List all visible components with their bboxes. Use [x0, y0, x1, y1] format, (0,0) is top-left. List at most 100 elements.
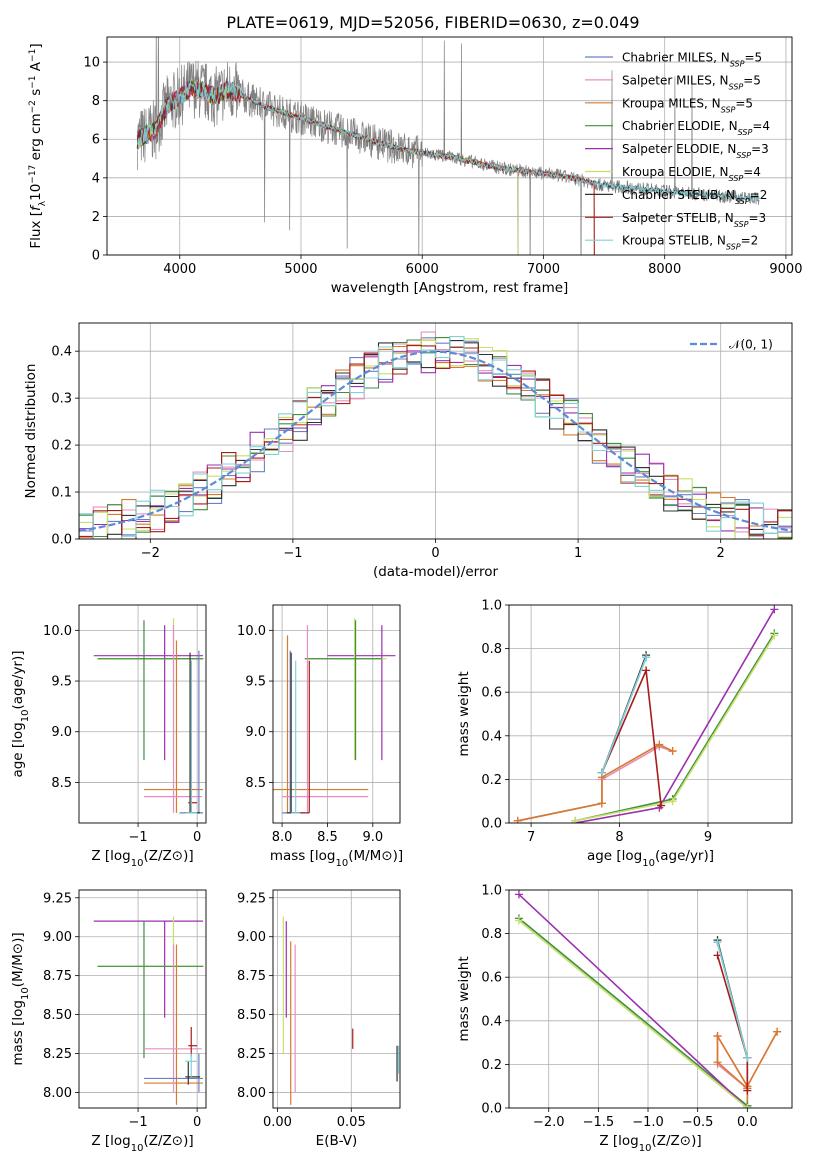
- y-tick-label: 0.1: [51, 486, 72, 501]
- age-weight-panel: 7 8 9 0.0 0.2 0.4 0.6 0.8 1.0 age [log10(age/yr)]…: [456, 599, 793, 869]
- weight-point-marker: [642, 666, 651, 675]
- gaussian-legend-label: 𝒩(0, 1): [729, 338, 773, 352]
- x-axis-label: age [log10(age/yr)]: [587, 848, 714, 869]
- weight-point-marker: [668, 797, 677, 806]
- y-tick-label: 8.25: [237, 1047, 266, 1062]
- x-tick-label: 9: [704, 830, 712, 845]
- residual-histogram: [79, 336, 792, 539]
- x-tick-label: −1: [283, 546, 302, 561]
- x-tick-label: 2: [717, 546, 725, 561]
- grid-lines: [273, 605, 400, 823]
- axes-frame: [272, 889, 401, 1109]
- y-tick-label: 10.0: [237, 624, 266, 639]
- weight-point-marker: [713, 1032, 722, 1041]
- spectrum-panel: 4000 5000 6000 7000 8000 9000 0 2 4 6 8 10 wavelengt…: [28, 36, 802, 296]
- x-tick-label: 8: [615, 830, 623, 845]
- weight-point-marker: [770, 631, 779, 640]
- residuals-plot-area: [79, 331, 792, 539]
- y-tick-label: 2: [92, 210, 100, 225]
- x-tick-label: 7: [527, 830, 535, 845]
- y-tick-label: 0.4: [481, 729, 502, 744]
- weight-point-marker: [657, 801, 666, 810]
- y-tick-label: 1.0: [481, 599, 502, 614]
- y-tick-label: 0.6: [481, 686, 502, 701]
- z-age-panel: −1 0 8.5 9.0 9.5 10.0 Z [log10(Z/Z⊙)] age [log1…: [10, 604, 207, 869]
- axes-frame: [508, 604, 793, 824]
- y-tick-label: 8: [92, 94, 100, 109]
- axes-frame: [508, 889, 793, 1109]
- z-mass-panel: −1 0 8.00 8.25 8.50 8.75 9.00 9.25 Z [log10(Z/Z⊙…: [10, 889, 207, 1154]
- mass-age-plot-area: [273, 618, 396, 814]
- x-tick-label: 4000: [163, 262, 196, 277]
- y-tick-label: 0.4: [481, 1014, 502, 1029]
- x-tick-label: 1: [574, 546, 582, 561]
- z-weight-plot-area: [514, 890, 782, 1108]
- x-axis-label: (data-model)/error: [373, 564, 499, 580]
- weight-series-line: [716, 942, 749, 1106]
- grid-lines: [79, 890, 206, 1108]
- y-tick-label: 9.25: [43, 891, 72, 906]
- weight-point-marker: [668, 747, 677, 756]
- y-tick-label: 8.5: [245, 776, 266, 791]
- y-tick-label: 9.0: [51, 725, 72, 740]
- y-axis-label: Normed distribution: [23, 364, 39, 499]
- x-tick-label: −0.5: [682, 1115, 714, 1130]
- x-tick-label: 0: [431, 546, 439, 561]
- weight-series-line: [518, 917, 748, 1107]
- figure-title: PLATE=0619, MJD=52056, FIBERID=0630, z=0…: [226, 13, 639, 32]
- weight-series-line: [601, 657, 647, 774]
- legend-entry: Chabrier MILES, NSSP=5: [622, 51, 762, 69]
- x-tick-label: 0.00: [263, 1115, 292, 1130]
- weight-point-marker: [773, 1027, 782, 1036]
- weight-series-line: [575, 635, 775, 822]
- axes-frame: [78, 322, 793, 540]
- legend-entry: Salpeter ELODIE, NSSP=3: [622, 142, 769, 160]
- gaussian-curve: [79, 350, 792, 532]
- ebv-mass-plot-area: [282, 916, 400, 1105]
- x-tick-label: 8.5: [317, 830, 338, 845]
- grid-lines: [79, 605, 206, 823]
- z-mass-plot-area: [93, 916, 205, 1105]
- x-tick-label: 0.0: [737, 1115, 758, 1130]
- y-tick-label: 0.2: [481, 773, 502, 788]
- weight-point-marker: [743, 1104, 752, 1108]
- x-axis-label: Z [log10(Z/Z⊙)]: [599, 1133, 701, 1154]
- weight-point-marker: [743, 1053, 752, 1062]
- axes-frame: [272, 604, 401, 824]
- y-tick-label: 0.0: [51, 533, 72, 548]
- x-tick-label: 0.05: [337, 1115, 366, 1130]
- weight-point-marker: [597, 768, 606, 777]
- mass-age-panel: 8.0 8.5 9.0 8.5 9.0 9.5 10.0 mass [log10(M/M⊙)]: [237, 604, 403, 869]
- axes-frame: [106, 36, 793, 256]
- x-tick-label: −2.0: [533, 1115, 565, 1130]
- x-tick-label: 8.0: [272, 830, 293, 845]
- weight-point-marker: [571, 816, 580, 823]
- x-tick-label: 0: [193, 1115, 201, 1130]
- y-tick-label: 0.8: [481, 642, 502, 657]
- y-axis-label: mass weight: [456, 956, 472, 1041]
- legend-entry: Salpeter MILES, NSSP=5: [622, 73, 761, 91]
- y-tick-label: 8.00: [237, 1086, 266, 1101]
- z-weight-panel: −2.0 −1.5 −1.0 −0.5 0.0 0.0 0.2 0.4 0.6 0.8 1.0 Z […: [456, 884, 793, 1154]
- x-tick-label: −2: [141, 546, 160, 561]
- y-tick-label: 8.5: [51, 776, 72, 791]
- y-axis-label: age [log10(age/yr)]: [10, 650, 31, 777]
- weight-point-marker: [743, 1086, 752, 1095]
- y-tick-label: 0: [92, 249, 100, 264]
- weight-series-line: [518, 919, 748, 1108]
- y-tick-label: 0.8: [481, 927, 502, 942]
- legend-entry: Chabrier ELODIE, NSSP=4: [622, 119, 770, 137]
- z-age-plot-area: [93, 618, 205, 814]
- y-tick-label: 9.5: [245, 675, 266, 690]
- y-tick-label: 8.25: [43, 1047, 72, 1062]
- legend-entry: Kroupa ELODIE, NSSP=4: [622, 165, 761, 183]
- y-tick-label: 0.0: [481, 1102, 502, 1117]
- y-tick-label: 10: [83, 56, 100, 71]
- x-tick-label: −1.5: [583, 1115, 615, 1130]
- x-tick-label: −1.0: [632, 1115, 664, 1130]
- y-tick-label: 4: [92, 171, 100, 186]
- x-tick-label: 7000: [527, 262, 560, 277]
- y-tick-label: 9.00: [43, 930, 72, 945]
- x-tick-label: −1: [128, 830, 147, 845]
